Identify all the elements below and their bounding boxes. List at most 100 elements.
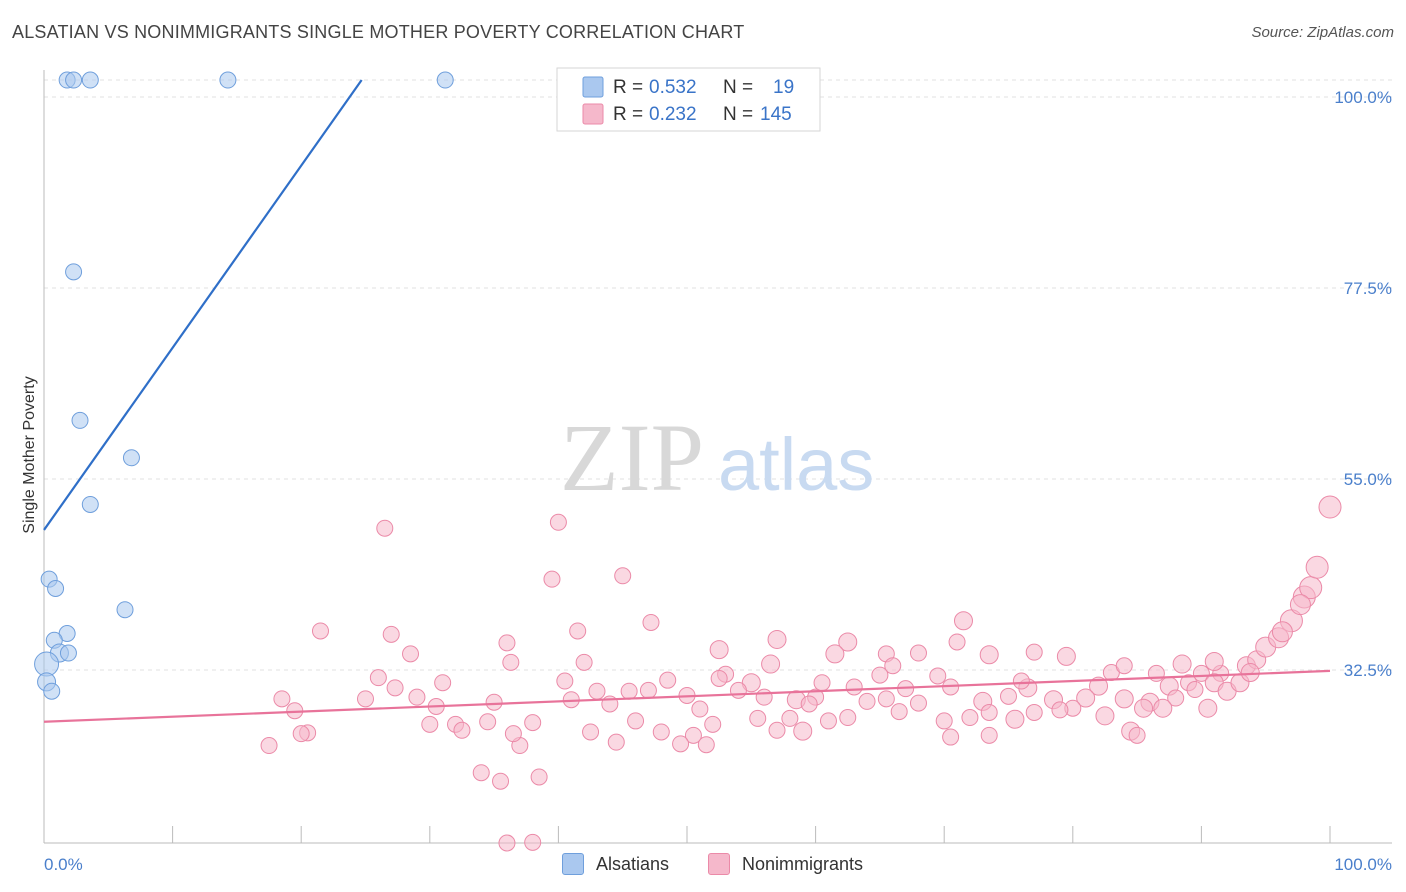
nonimmigrants-point (502, 653, 520, 671)
nonimmigrants-point (942, 728, 960, 746)
nonimmigrants-point (979, 645, 999, 665)
nonimmigrants-point (1051, 701, 1069, 719)
legend-box: R = 0.532 N = 19 R = 0.232 N = 145 (556, 67, 821, 132)
nonimmigrants-points (260, 495, 1342, 852)
bottom-legend-item-nonimmigrants: Nonimmigrants (708, 853, 863, 875)
alsatians-swatch (562, 853, 584, 875)
nonimmigrants-point (845, 678, 863, 696)
nonimmigrants-point (1186, 681, 1204, 699)
nonimmigrants-point (741, 673, 761, 693)
nonimmigrants-point (1000, 687, 1017, 705)
nonimmigrants-point (1089, 676, 1109, 696)
nonimmigrants-point (767, 629, 787, 649)
nonimmigrants-point (492, 772, 510, 790)
legend-n-value-nonimmigrants: 145 (760, 104, 792, 125)
nonimmigrants-point (498, 834, 516, 852)
nonimmigrants-point (1114, 689, 1134, 709)
chart-title: ALSATIAN VS NONIMMIGRANTS SINGLE MOTHER … (12, 22, 745, 42)
trend-lines (43, 79, 1331, 723)
nonimmigrants-point (877, 690, 895, 708)
nonimmigrants-point (614, 567, 632, 585)
nonimmigrants-point (1115, 657, 1133, 675)
nonimmigrants-point (909, 694, 927, 712)
alsatians-point (219, 71, 237, 89)
nonimmigrants-point (1198, 698, 1218, 718)
legend-n-label-alsatians: N = (723, 77, 753, 98)
nonimmigrants-point (800, 695, 818, 713)
alsatians-point (436, 71, 454, 89)
nonimmigrants-point (434, 674, 452, 692)
nonimmigrants-point (260, 737, 278, 755)
alsatians-point (43, 682, 61, 700)
legend-r-label-nonimmigrants: R = (613, 104, 643, 125)
nonimmigrants-point (1076, 688, 1096, 708)
nonimmigrants-point (909, 644, 927, 662)
nonimmigrants-point (421, 715, 439, 733)
nonimmigrants-point (530, 768, 548, 786)
nonimmigrants-point (749, 709, 767, 727)
nonimmigrants-point (1134, 698, 1154, 718)
y-tick-label: 100.0% (1334, 88, 1392, 107)
nonimmigrants-point (479, 713, 497, 731)
nonimmigrants-point (376, 519, 394, 537)
legend-n-value-alsatians: 19 (773, 77, 794, 98)
bottom-legend-label-alsatians: Alsatians (596, 853, 670, 874)
nonimmigrants-point (607, 733, 625, 751)
alsatians-point (47, 580, 65, 598)
nonimmigrants-point (858, 692, 876, 710)
x-tick-label: 100.0% (1334, 855, 1392, 874)
nonimmigrants-point (582, 723, 600, 741)
nonimmigrants-point (402, 645, 420, 663)
nonimmigrants-point (386, 679, 404, 697)
nonimmigrants-point (1153, 698, 1173, 718)
nonimmigrants-point (813, 674, 831, 692)
nonimmigrants-point (1289, 594, 1311, 616)
nonimmigrants-point (549, 513, 567, 531)
nonimmigrants-point (704, 715, 722, 733)
nonimmigrants-point (839, 709, 857, 727)
nonimmigrants-point (819, 712, 837, 730)
nonimmigrants-point (273, 690, 291, 708)
bottom-legend-item-alsatians: Alsatians (562, 853, 669, 875)
nonimmigrants-point (1012, 672, 1030, 690)
nonimmigrants-point (1271, 621, 1293, 643)
alsatians-point (122, 449, 140, 467)
nonimmigrants-point (935, 712, 953, 730)
nonimmigrants-point (556, 672, 574, 690)
nonimmigrants-point (825, 644, 845, 664)
nonimmigrants-point (1167, 689, 1185, 707)
nonimmigrants-point (524, 833, 542, 851)
nonimmigrants-point (1318, 495, 1342, 519)
nonimmigrants-point (524, 714, 542, 732)
y-tick-labels: 100.0% 77.5% 55.0% 32.5% (1334, 88, 1392, 680)
nonimmigrants-point (1025, 703, 1043, 721)
nonimmigrants-point (793, 721, 813, 741)
nonimmigrants-point (1005, 709, 1025, 729)
nonimmigrants-point (729, 681, 747, 699)
x-tick-labels: 0.0% 100.0% (44, 855, 1392, 874)
nonimmigrants-point (709, 640, 729, 660)
y-tick-label: 55.0% (1344, 470, 1392, 489)
nonimmigrants-point (1056, 646, 1076, 666)
alsatians-point (65, 263, 83, 281)
nonimmigrants-point (659, 671, 677, 689)
nonimmigrants-point (1128, 726, 1146, 744)
nonimmigrants-point (884, 657, 902, 675)
nonimmigrants-point (1172, 654, 1192, 674)
nonimmigrants-point (961, 709, 979, 727)
nonimmigrants-point (472, 764, 490, 782)
nonimmigrants-point (292, 725, 310, 743)
nonimmigrants-point (953, 611, 973, 631)
alsatians-point (59, 644, 77, 662)
y-tick-label: 32.5% (1344, 661, 1392, 680)
nonimmigrants-point (781, 709, 799, 727)
nonimmigrants-point (691, 700, 709, 718)
bottom-legend-label-nonimmigrants: Nonimmigrants (742, 853, 864, 874)
legend-n-label-nonimmigrants: N = (723, 104, 753, 125)
nonimmigrants-point (627, 712, 645, 730)
nonimmigrants-point (408, 688, 426, 706)
y-axis-label: Single Mother Poverty (21, 376, 38, 533)
nonimmigrants-point (453, 721, 471, 739)
nonimmigrants-point (761, 654, 781, 674)
grid-lines (44, 79, 1392, 671)
